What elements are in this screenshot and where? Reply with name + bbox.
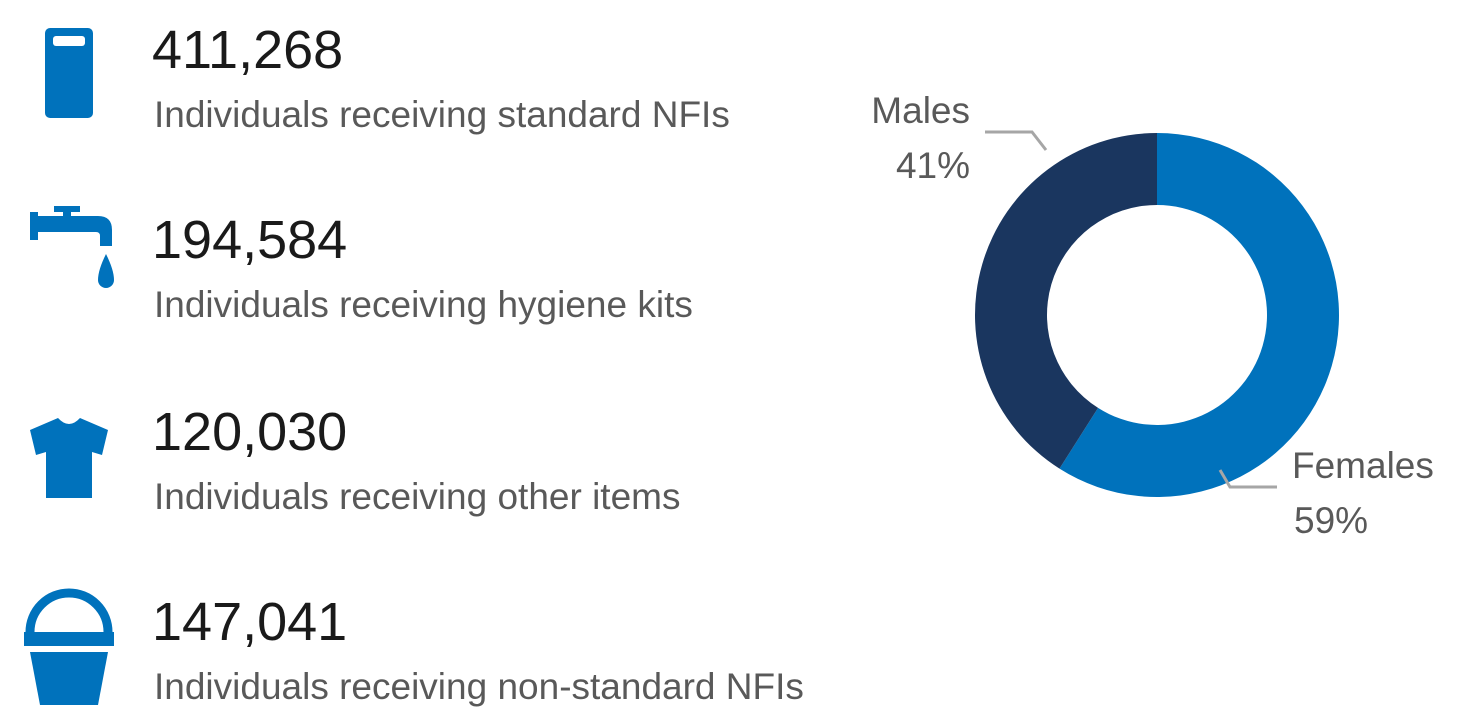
stats: 411,268 Individuals receiving standard NF… — [152, 20, 804, 707]
icon-bucket — [24, 588, 114, 705]
stat-value: 120,030 — [152, 402, 347, 462]
stat-value: 194,584 — [152, 210, 347, 270]
icon-tshirt — [30, 417, 108, 498]
donut-chart: Females 59% Males 41% — [871, 90, 1434, 541]
icon-nfi — [45, 28, 93, 118]
stat-label: Individuals receiving other items — [154, 476, 680, 517]
slice-value-label: 59% — [1294, 500, 1368, 541]
icon-tap — [30, 206, 114, 288]
slice-label: Females — [1292, 445, 1434, 486]
leader-line — [1218, 469, 1277, 489]
leader-line — [985, 130, 1048, 151]
slice-value-label: 41% — [896, 145, 970, 186]
donut-slice — [1059, 133, 1339, 497]
stat-label: Individuals receiving non-standard NFIs — [154, 666, 804, 707]
stat-label: Individuals receiving standard NFIs — [154, 94, 730, 135]
stat-label: Individuals receiving hygiene kits — [154, 284, 693, 325]
stat-value: 147,041 — [152, 592, 347, 652]
donut-slice — [974, 133, 1157, 469]
stat-value: 411,268 — [152, 20, 343, 80]
slice-label: Males — [871, 90, 970, 131]
